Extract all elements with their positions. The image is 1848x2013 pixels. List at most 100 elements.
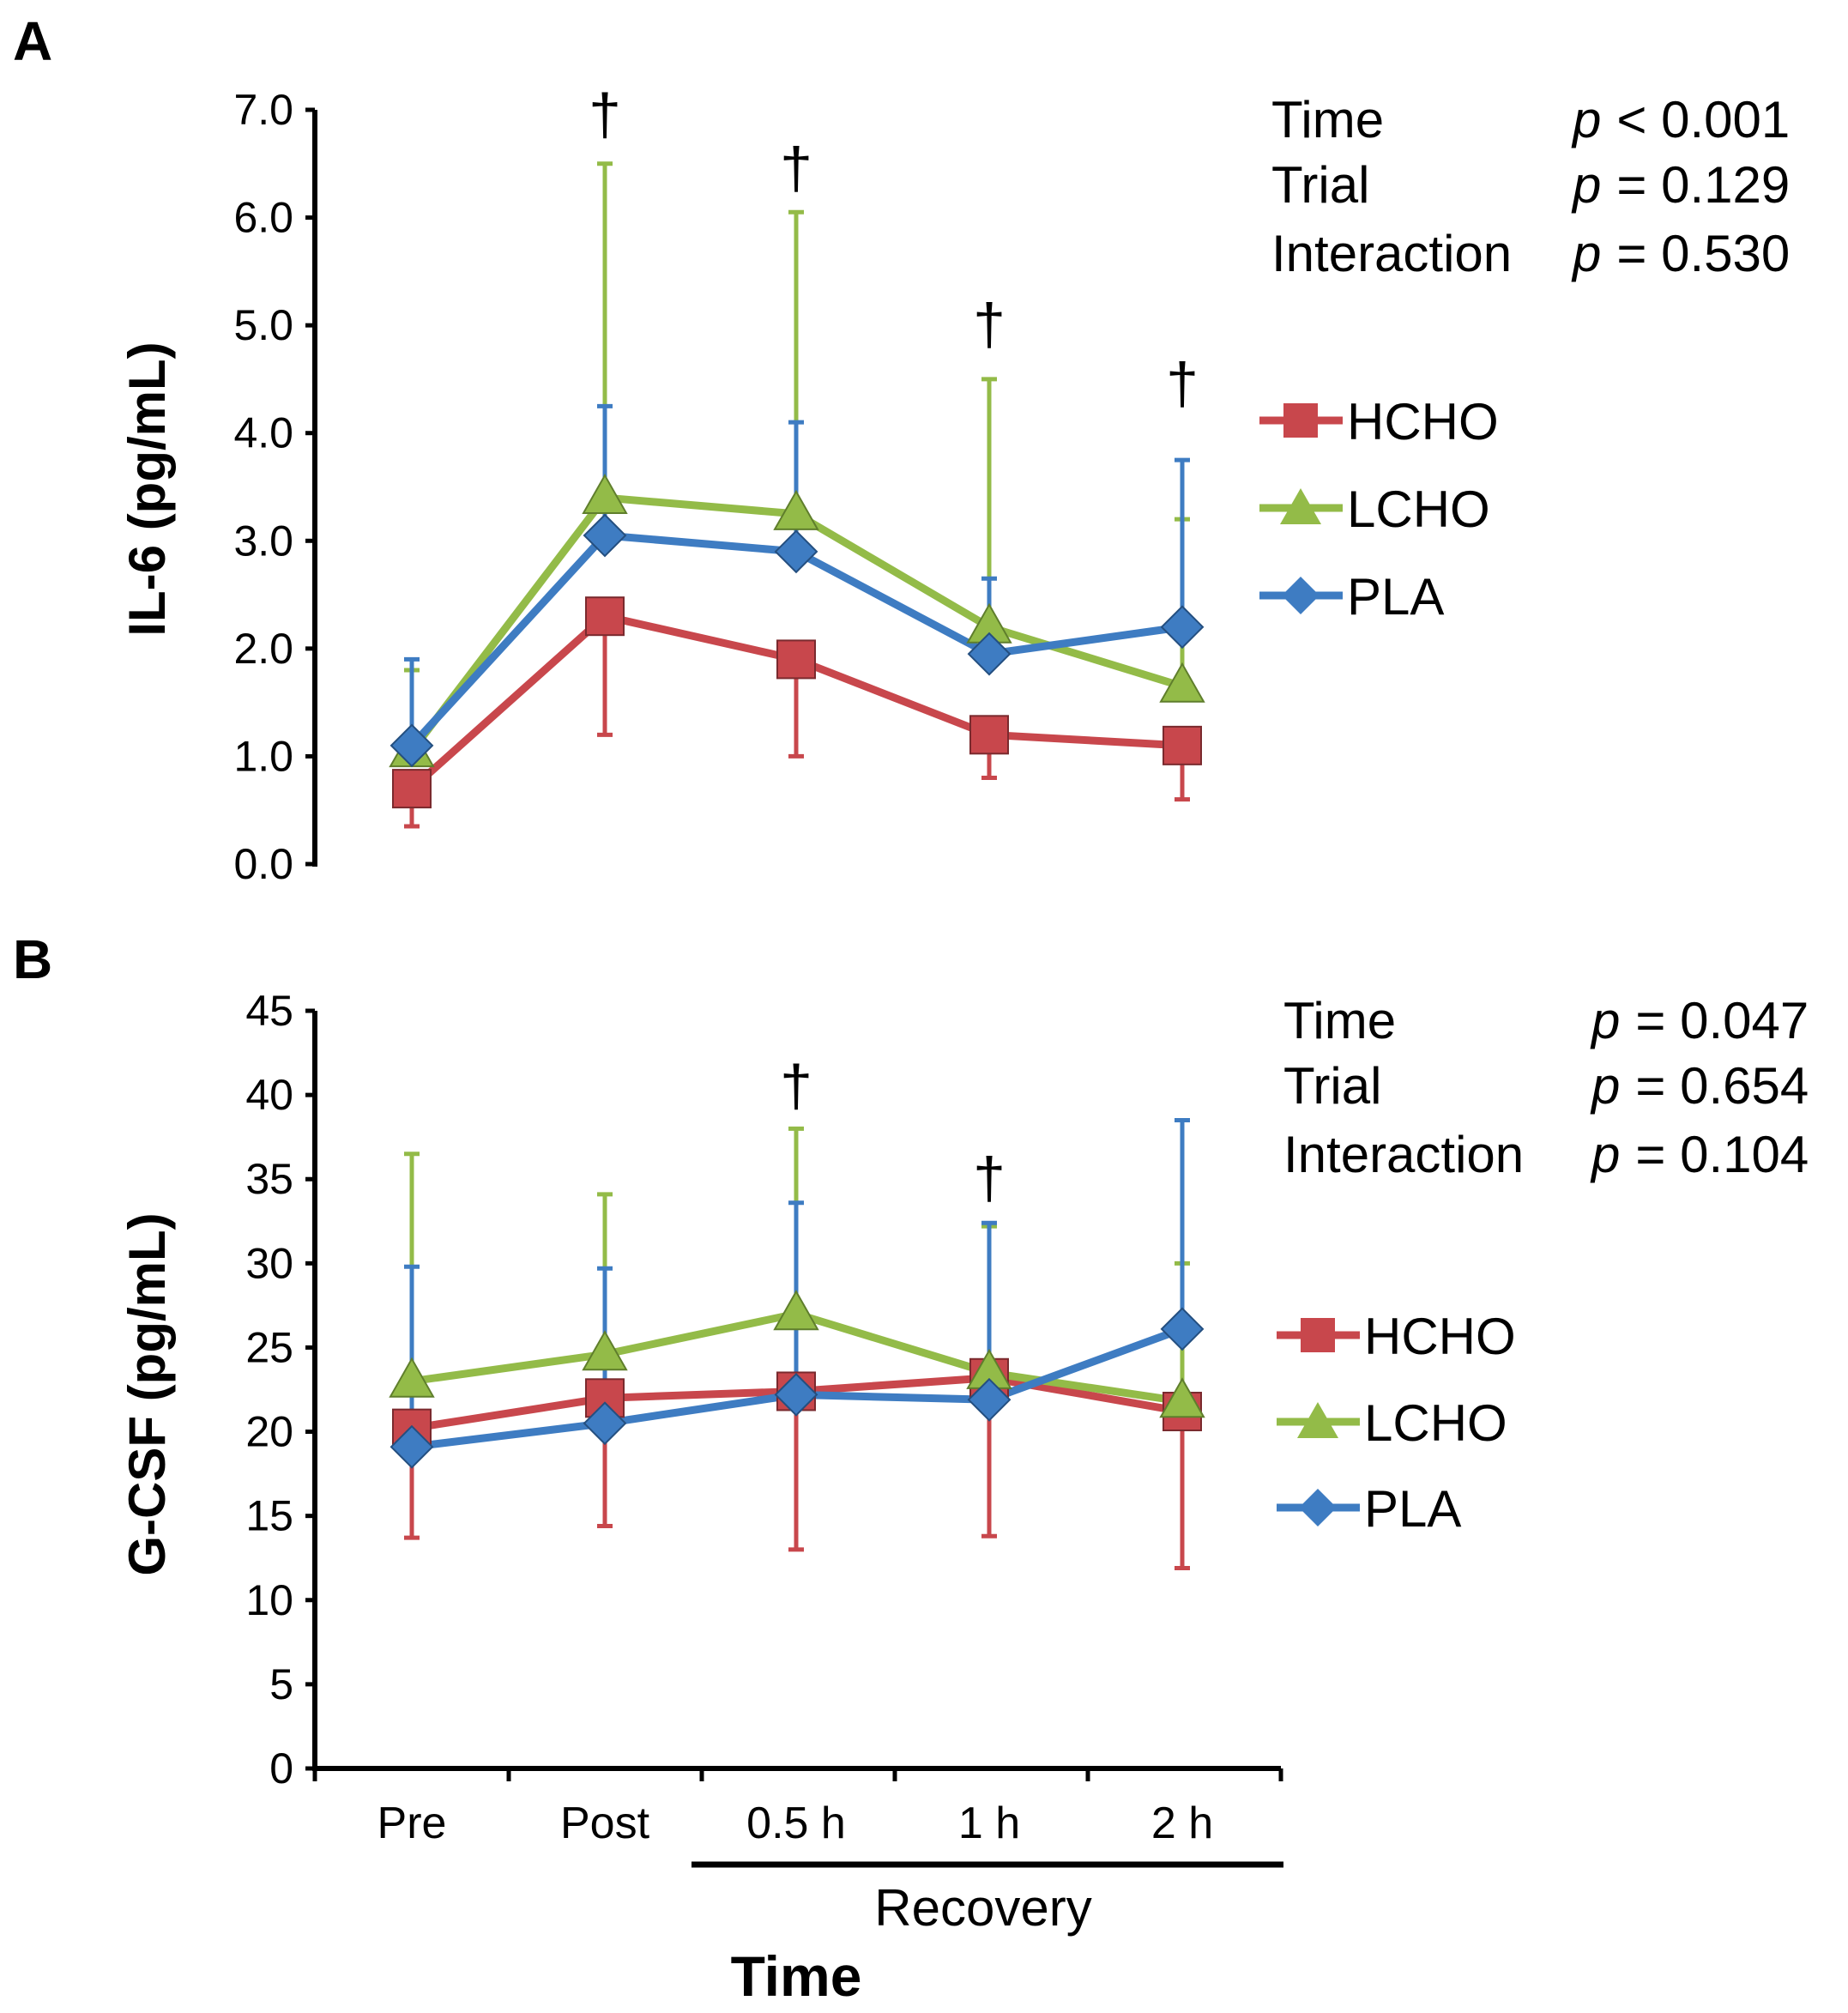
- panel-b-y-tick-label: 45: [245, 987, 293, 1035]
- panel-b-significance-dagger: †: [780, 1053, 812, 1118]
- panel-b-y-tick-label: 20: [245, 1408, 293, 1456]
- panel-b-point-pla: [1160, 1307, 1205, 1351]
- triangle-marker-icon: [1280, 488, 1321, 524]
- panel-b-x-ticks: [312, 1768, 1283, 1781]
- x-tick-label: Pre: [377, 1798, 447, 1848]
- panel-b-y-tick-label: 10: [245, 1576, 293, 1624]
- panel-a-point-hcho: [969, 715, 1009, 755]
- panel-a-point-lcho: [1159, 662, 1205, 703]
- legend-item-pla: PLA: [1277, 1480, 1461, 1538]
- panel-b-stat-p: p = 0.654: [1590, 1057, 1809, 1115]
- panel-a-stat-p: p < 0.001: [1571, 91, 1790, 148]
- panel-a-significance-dagger: †: [780, 136, 812, 201]
- panel-a-point-lcho: [582, 474, 628, 515]
- panel-b-point-pla: [774, 1372, 818, 1417]
- panel-b-point-lcho: [389, 1357, 435, 1398]
- diamond-marker-icon: [1299, 1489, 1337, 1526]
- panel-a-y-tick-label: 0.0: [233, 840, 293, 888]
- panel-b-y-axis-label: G-CSF (pg/mL): [118, 1212, 176, 1575]
- panel-a-point-hcho: [585, 596, 625, 637]
- panel-b-stat-p: p = 0.047: [1590, 992, 1809, 1049]
- panel-b-stats: Time p = 0.047 Trial p = 0.654 Interaction…: [1283, 992, 1809, 1183]
- legend-label-hcho: HCHO: [1347, 393, 1499, 450]
- panel-a-marks: † † † †: [389, 82, 1205, 829]
- panel-b-stat-effect: Trial: [1283, 1057, 1381, 1115]
- x-tick-label: 1 h: [958, 1798, 1020, 1848]
- panel-b-y-tick-label: 5: [269, 1660, 293, 1708]
- recovery-label: Recovery: [874, 1879, 1091, 1937]
- panel-a-y-axis-label: IL-6 (pg/mL): [118, 342, 176, 636]
- panel-a-y-tick-label: 3.0: [233, 517, 293, 565]
- panel-a-point-lcho: [773, 489, 819, 530]
- panel-b-letter: B: [13, 928, 52, 990]
- panel-b-stat-p: p = 0.104: [1590, 1126, 1809, 1183]
- panel-b-point-pla: [390, 1424, 434, 1469]
- square-marker-icon: [1283, 403, 1318, 438]
- panel-b-y-tick-label: 35: [245, 1155, 293, 1203]
- x-axis-categories: Pre Post 0.5 h 1 h 2 h: [377, 1798, 1214, 1848]
- panel-b-y-tick-label: 30: [245, 1239, 293, 1287]
- panel-b-y-tick-label: 15: [245, 1492, 293, 1540]
- square-marker-icon: [1301, 1318, 1335, 1352]
- panel-a-y-tick-label: 7.0: [233, 86, 293, 134]
- panel-a-point-pla: [967, 632, 1012, 676]
- panel-a-stat-effect: Trial: [1271, 156, 1369, 214]
- panel-a-y-tick-label: 6.0: [233, 194, 293, 242]
- panel-b-y-tick-label: 0: [269, 1744, 293, 1792]
- legend-label-pla: PLA: [1347, 568, 1444, 626]
- triangle-marker-icon: [1297, 1402, 1338, 1438]
- panel-b-significance-dagger: †: [973, 1146, 1006, 1211]
- panel-a-letter: A: [13, 10, 52, 72]
- legend-item-hcho: HCHO: [1277, 1308, 1516, 1365]
- x-tick-label: 2 h: [1151, 1798, 1213, 1848]
- panel-a-y-tick-label: 4.0: [233, 409, 293, 457]
- legend-item-pla: PLA: [1259, 568, 1444, 626]
- legend-item-lcho: LCHO: [1277, 1394, 1507, 1452]
- panel-a-point-pla: [774, 529, 818, 574]
- panel-a-point-hcho: [776, 639, 816, 680]
- panel-a-point-pla: [1160, 605, 1205, 650]
- panel-a-tick-labels: 0.0 1.0 2.0 3.0 4.0 5.0 6.0 7.0: [233, 86, 315, 888]
- panel-b-point-lcho: [582, 1330, 628, 1371]
- panel-b-stat-effect: Time: [1283, 992, 1396, 1049]
- legend-label-lcho: LCHO: [1347, 481, 1490, 538]
- panel-a-significance-dagger: †: [973, 292, 1006, 357]
- panel-a-point-pla: [390, 723, 434, 768]
- panel-b-stat-effect: Interaction: [1283, 1126, 1524, 1183]
- panel-a-point-hcho: [392, 769, 432, 809]
- panel-a-stat-effect: Time: [1271, 91, 1384, 148]
- legend-item-lcho: LCHO: [1259, 481, 1490, 538]
- x-tick-label: 0.5 h: [746, 1798, 846, 1848]
- panel-b-point-lcho: [773, 1290, 819, 1331]
- panel-a-stat-effect: Interaction: [1271, 225, 1512, 282]
- panel-b-point-pla: [967, 1377, 1012, 1422]
- legend-label-pla: PLA: [1364, 1480, 1461, 1538]
- x-tick-label: Post: [560, 1798, 650, 1848]
- panel-a-point-pla: [583, 513, 627, 558]
- legend-item-hcho: HCHO: [1259, 393, 1499, 450]
- panel-b-point-pla: [583, 1401, 627, 1446]
- diamond-marker-icon: [1282, 577, 1320, 614]
- panel-a-significance-dagger: †: [589, 82, 621, 147]
- legend-label-hcho: HCHO: [1364, 1308, 1516, 1365]
- panel-a-stats: Time p < 0.001 Trial p = 0.129 Interaction…: [1271, 91, 1790, 282]
- panel-a-stat-p: p = 0.129: [1571, 156, 1790, 214]
- panel-b-legend: HCHO LCHO PLA: [1277, 1308, 1516, 1538]
- x-axis-title: Time: [731, 1944, 862, 2008]
- panel-a: A IL-6 (pg/mL) 0.01.02.03.04.05.06.07.0 …: [13, 10, 1790, 888]
- panel-b-y-tick-label: 40: [245, 1071, 293, 1119]
- panel-a-stat-p: p = 0.530: [1571, 225, 1790, 282]
- panel-a-y-tick-label: 1.0: [233, 732, 293, 780]
- panel-a-y-tick-label: 2.0: [233, 625, 293, 673]
- panel-a-point-hcho: [1163, 725, 1202, 765]
- panel-a-significance-dagger: †: [1166, 351, 1199, 416]
- panel-b-point-lcho: [1159, 1377, 1205, 1418]
- panel-b-tick-labels: 0 5 10 15 20 25 30 35 40 45: [245, 987, 315, 1792]
- panel-a-legend: HCHO LCHO PLA: [1259, 393, 1499, 626]
- panel-a-y-tick-label: 5.0: [233, 301, 293, 349]
- panel-b-y-tick-label: 25: [245, 1323, 293, 1371]
- legend-label-lcho: LCHO: [1364, 1394, 1507, 1452]
- panel-b-marks: ††: [389, 1053, 1205, 1570]
